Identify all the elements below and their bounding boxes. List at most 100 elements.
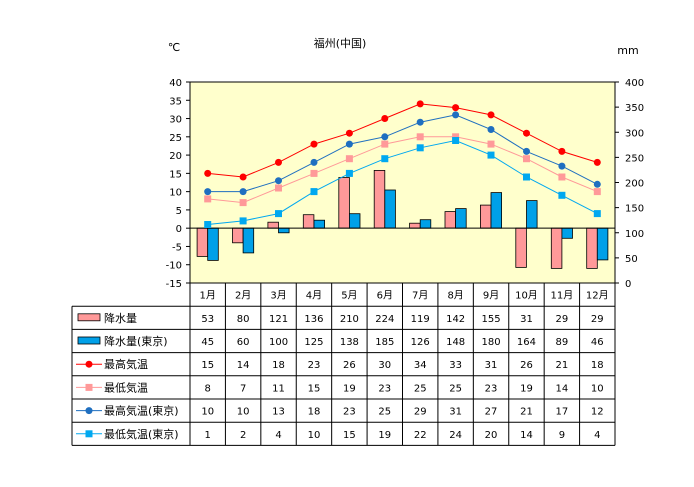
bar-1-8 — [490, 192, 503, 229]
left-tick-label-4: 20 — [169, 151, 182, 162]
cell-4-1: 10 — [237, 407, 250, 418]
legend-label-2: 最高気温 — [104, 357, 148, 371]
point-2-6 — [416, 100, 424, 108]
bar-0-11 — [586, 227, 598, 269]
right-tick-label-5: 150 — [625, 204, 644, 215]
cell-0-3: 136 — [304, 314, 323, 325]
month-label-7: 8月 — [447, 290, 463, 302]
cell-2-6: 34 — [414, 360, 427, 371]
point-2-9 — [523, 129, 530, 137]
point-2-4 — [345, 129, 353, 137]
month-label-0: 1月 — [200, 290, 216, 302]
point-3-1 — [239, 199, 247, 207]
point-4-8 — [487, 126, 495, 133]
bar-1-4 — [348, 213, 361, 229]
cell-0-8: 155 — [481, 314, 500, 325]
right-tick-label-3: 250 — [625, 153, 644, 164]
month-label-2: 3月 — [270, 290, 286, 302]
cell-5-4: 15 — [343, 430, 356, 441]
cell-3-7: 25 — [449, 383, 462, 394]
right-tick-label-4: 200 — [625, 179, 644, 190]
cell-5-2: 4 — [275, 430, 281, 441]
right-axis-unit: mm — [617, 44, 638, 57]
cell-4-10: 17 — [556, 407, 569, 418]
cell-1-5: 185 — [375, 337, 394, 348]
point-2-7 — [452, 104, 460, 112]
chart-title: 福州(中国) — [314, 36, 367, 50]
month-label-3: 4月 — [306, 290, 322, 302]
month-label-10: 11月 — [551, 290, 574, 302]
point-5-10 — [558, 191, 566, 199]
cell-5-10: 9 — [559, 430, 565, 441]
point-2-2 — [275, 158, 282, 166]
right-tick-label-6: 100 — [625, 229, 644, 240]
cell-4-6: 29 — [414, 407, 427, 418]
month-label-11: 12月 — [586, 290, 609, 302]
point-5-9 — [523, 173, 530, 181]
cell-3-10: 14 — [556, 383, 569, 394]
bar-0-4 — [338, 177, 350, 229]
cell-1-4: 138 — [340, 337, 359, 348]
month-label-6: 7月 — [412, 290, 428, 302]
cell-1-6: 126 — [411, 337, 430, 348]
cell-5-11: 4 — [594, 430, 600, 441]
cell-4-3: 18 — [308, 407, 321, 418]
cell-4-8: 27 — [485, 407, 498, 418]
cell-3-8: 23 — [485, 383, 498, 394]
point-2-5 — [381, 115, 389, 122]
cell-1-2: 100 — [269, 337, 288, 348]
cell-4-0: 10 — [201, 407, 214, 418]
point-3-5 — [381, 140, 389, 148]
bar-0-7 — [444, 211, 457, 229]
cell-2-1: 14 — [237, 360, 250, 371]
point-3-6 — [416, 133, 424, 141]
point-4-7 — [452, 111, 460, 119]
cell-0-7: 142 — [446, 314, 465, 325]
cell-4-2: 13 — [272, 407, 285, 418]
month-label-1: 2月 — [235, 290, 251, 302]
cell-2-5: 30 — [378, 360, 391, 371]
point-5-2 — [275, 210, 282, 218]
point-2-11 — [593, 158, 601, 166]
cell-3-2: 11 — [272, 383, 285, 394]
point-3-2 — [275, 184, 282, 192]
cell-5-0: 1 — [205, 430, 211, 441]
cell-3-11: 10 — [591, 383, 604, 394]
cell-1-9: 164 — [517, 337, 536, 348]
month-label-5: 6月 — [377, 290, 393, 302]
bar-1-11 — [596, 227, 609, 261]
point-4-10 — [558, 162, 566, 170]
point-4-1 — [239, 188, 247, 196]
point-4-2 — [275, 177, 282, 185]
cell-5-5: 19 — [378, 430, 391, 441]
point-5-5 — [381, 155, 389, 163]
bar-1-6 — [419, 219, 432, 229]
cell-4-9: 21 — [520, 407, 533, 418]
cell-4-11: 12 — [591, 407, 604, 418]
cell-1-11: 46 — [591, 337, 604, 348]
axes-group: 4035302520151050-5-10-154003503002502001… — [166, 78, 644, 290]
cell-0-11: 29 — [591, 314, 604, 325]
point-5-3 — [310, 188, 318, 196]
cell-3-9: 19 — [520, 383, 533, 394]
legend-marker-2 — [85, 360, 93, 368]
month-label-9: 10月 — [515, 290, 538, 302]
plot-area — [189, 81, 616, 284]
point-2-3 — [310, 140, 318, 148]
cell-3-3: 15 — [308, 383, 321, 394]
line-series-group — [204, 100, 601, 228]
bar-0-6 — [409, 222, 421, 229]
cell-0-6: 119 — [411, 314, 430, 325]
month-label-8: 9月 — [483, 290, 499, 302]
cell-1-10: 89 — [556, 337, 569, 348]
right-tick-label-0: 400 — [625, 78, 644, 89]
cell-0-4: 210 — [340, 314, 359, 325]
cell-1-8: 180 — [481, 337, 500, 348]
cell-0-10: 29 — [556, 314, 569, 325]
cell-0-9: 31 — [520, 314, 533, 325]
bar-0-10 — [550, 227, 563, 269]
cell-3-4: 19 — [343, 383, 356, 394]
point-3-4 — [345, 155, 353, 163]
bar-1-2 — [278, 227, 290, 234]
